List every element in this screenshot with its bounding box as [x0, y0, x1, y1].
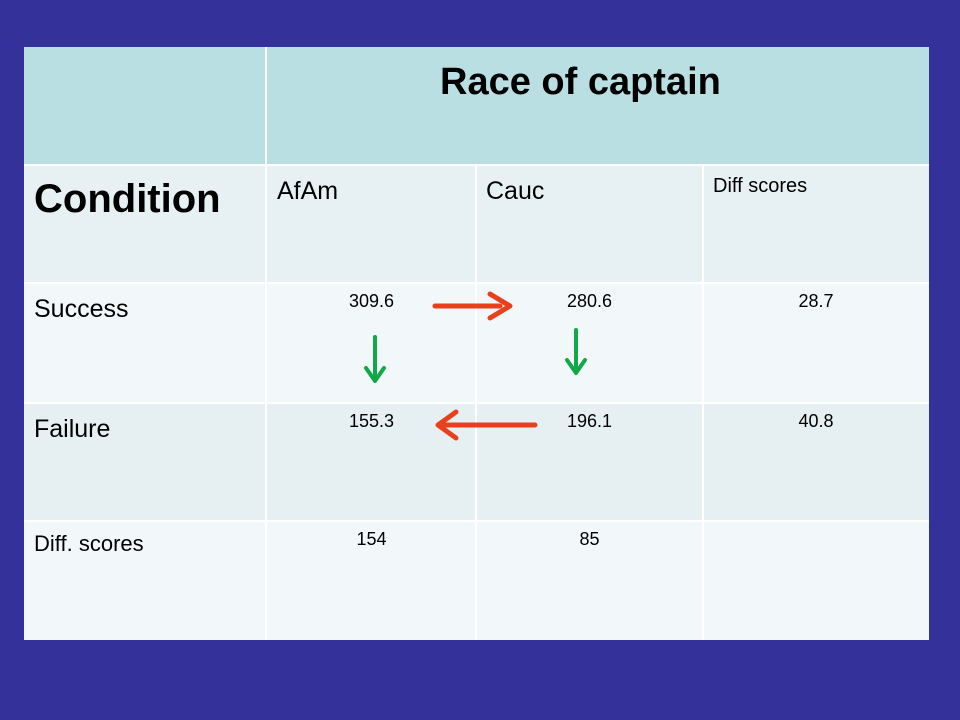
table-cell: 85 — [476, 521, 703, 640]
table-cell: 280.6 — [476, 283, 703, 403]
table-cell: 155.3 — [267, 403, 476, 521]
table-cell: 196.1 — [476, 403, 703, 521]
column-label: Diff scores — [713, 175, 808, 197]
title-row: Race of captain — [24, 47, 929, 165]
cell-value: 280.6 — [566, 291, 613, 311]
cell-value: 28.7 — [798, 291, 834, 311]
table-cell — [703, 521, 929, 640]
condition-header: Condition — [34, 177, 221, 221]
cell-value: 85 — [579, 529, 600, 549]
cell-value: 154 — [356, 529, 387, 549]
grid-line — [24, 164, 929, 166]
column-header-cauc: Cauc — [476, 165, 703, 283]
cell-value: 196.1 — [566, 411, 613, 431]
table-cell: 28.7 — [703, 283, 929, 403]
column-label: Cauc — [486, 177, 545, 205]
row-label: Success — [34, 295, 129, 323]
table-cell: 154 — [267, 521, 476, 640]
column-header-diff: Diff scores — [703, 165, 929, 283]
table-cell: 309.6 — [267, 283, 476, 403]
column-label: AfAm — [277, 177, 339, 205]
cell-value: 155.3 — [348, 411, 395, 431]
cell-value: 40.8 — [798, 411, 834, 431]
grid-line — [24, 282, 929, 284]
row-label: Diff. scores — [34, 531, 144, 556]
cell-value: 309.6 — [348, 291, 395, 311]
grid-line — [24, 402, 929, 404]
table-cell: 40.8 — [703, 403, 929, 521]
table-title: Race of captain — [440, 61, 721, 103]
grid-line — [24, 520, 929, 522]
results-table: Race of captain Condition AfAm Cauc Diff… — [24, 47, 929, 640]
row-label: Failure — [34, 415, 111, 443]
column-header-afam: AfAm — [267, 165, 476, 283]
grid-line — [265, 47, 267, 640]
